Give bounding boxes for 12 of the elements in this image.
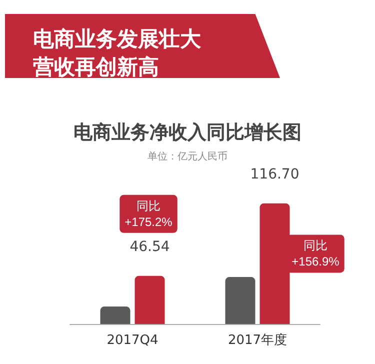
annotation: 同比 +175.2% [124,198,173,229]
chart-title: 电商业务发展壮大营收再创新高 [32,27,202,79]
annotation: 同比 +156.9% [292,238,340,269]
text: 单位：亿元人民币 [148,150,228,162]
data-label: 46.54 [130,238,170,255]
x-tick-label: 2017Q4 [106,333,158,348]
data-label: 116.70 [250,166,300,182]
x-tick-label: 2017年度 [228,332,288,348]
chart-subtitle: 电商业务净收入同比增长图 [74,122,302,144]
bar [100,306,130,324]
bar [225,277,256,324]
bar [134,276,165,324]
